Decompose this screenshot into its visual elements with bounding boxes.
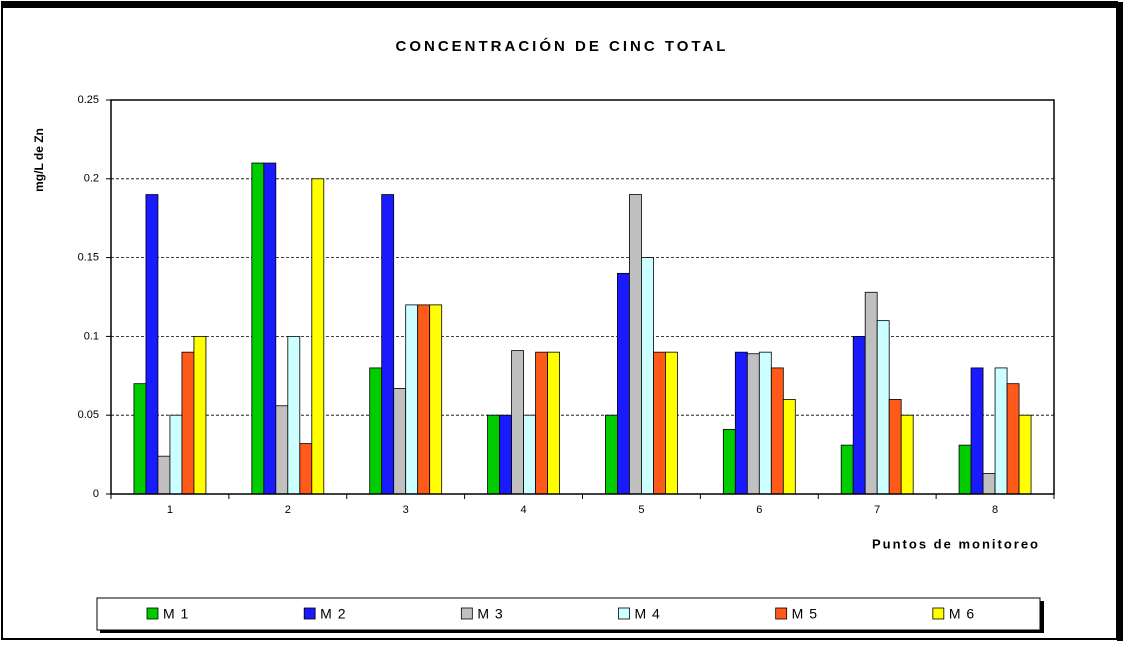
x-tick-label: 1 xyxy=(167,504,173,516)
x-tick-label: 5 xyxy=(638,504,644,516)
y-tick-label: 0.05 xyxy=(78,409,99,421)
bar xyxy=(864,291,878,495)
bar xyxy=(499,414,512,495)
bar xyxy=(1018,414,1032,495)
legend-swatch xyxy=(932,607,945,620)
legend-swatch xyxy=(303,607,316,620)
bar xyxy=(1006,383,1020,495)
bar xyxy=(605,414,618,495)
x-tick-label: 6 xyxy=(756,504,762,516)
bar xyxy=(958,444,972,495)
bar xyxy=(852,335,866,495)
bar xyxy=(145,194,159,495)
y-axis-label: mg/L de Zn xyxy=(32,128,46,192)
bar xyxy=(287,335,301,495)
legend-swatch xyxy=(618,607,630,620)
legend-label: M 1 xyxy=(163,606,189,622)
legend-label: M 6 xyxy=(949,606,975,622)
bar xyxy=(393,388,407,495)
legend-swatch xyxy=(775,607,788,620)
y-tick-label: 0 xyxy=(93,488,99,500)
bar xyxy=(888,399,902,495)
bar xyxy=(535,351,548,495)
bar xyxy=(758,351,772,495)
chart-title: CONCENTRACIÓN DE CINC TOTAL xyxy=(396,37,729,55)
bar xyxy=(511,350,524,495)
bar xyxy=(263,162,277,495)
bar xyxy=(193,335,207,495)
plot-area xyxy=(110,99,1055,495)
bar xyxy=(617,272,630,495)
legend-label: M 3 xyxy=(477,606,503,622)
bar xyxy=(653,351,666,495)
bar xyxy=(157,455,171,495)
bar xyxy=(181,351,195,495)
bar xyxy=(770,367,784,495)
legend-swatch xyxy=(146,607,159,620)
bar xyxy=(970,367,984,495)
bar xyxy=(417,304,431,495)
x-tick-label: 7 xyxy=(874,504,880,516)
bar xyxy=(133,383,147,495)
x-axis-label: Puntos de monitoreo xyxy=(872,536,1040,551)
bar xyxy=(251,162,265,495)
bar xyxy=(665,351,678,495)
bar xyxy=(900,414,914,495)
bar xyxy=(547,351,560,495)
bar xyxy=(734,351,748,495)
y-tick-label: 0.2 xyxy=(84,173,99,185)
bar xyxy=(840,444,854,495)
bar xyxy=(487,414,500,495)
bar xyxy=(629,194,642,495)
bar xyxy=(381,194,395,495)
bar xyxy=(722,428,736,495)
bar xyxy=(299,443,313,495)
bar xyxy=(876,320,890,495)
x-tick-label: 2 xyxy=(285,504,291,516)
bar xyxy=(746,353,760,495)
y-tick-label: 0.25 xyxy=(78,94,99,106)
legend xyxy=(96,597,1041,631)
x-tick-label: 8 xyxy=(992,504,998,516)
bar xyxy=(782,399,796,495)
legend-label: M 2 xyxy=(320,606,346,622)
bar xyxy=(994,367,1008,495)
bar xyxy=(523,414,536,495)
x-tick-label: 4 xyxy=(521,504,527,516)
bar xyxy=(982,473,996,495)
bar xyxy=(641,257,654,495)
bar xyxy=(369,367,383,495)
y-tick-label: 0.15 xyxy=(78,252,99,264)
bar xyxy=(405,304,419,495)
bar xyxy=(429,304,443,495)
bar xyxy=(169,414,183,495)
bar xyxy=(311,178,325,495)
legend-label: M 4 xyxy=(635,606,661,622)
legend-label: M 5 xyxy=(792,606,818,622)
legend-swatch xyxy=(460,607,473,620)
x-tick-label: 3 xyxy=(403,504,409,516)
y-tick-label: 0.1 xyxy=(84,330,99,342)
bar xyxy=(275,405,289,495)
